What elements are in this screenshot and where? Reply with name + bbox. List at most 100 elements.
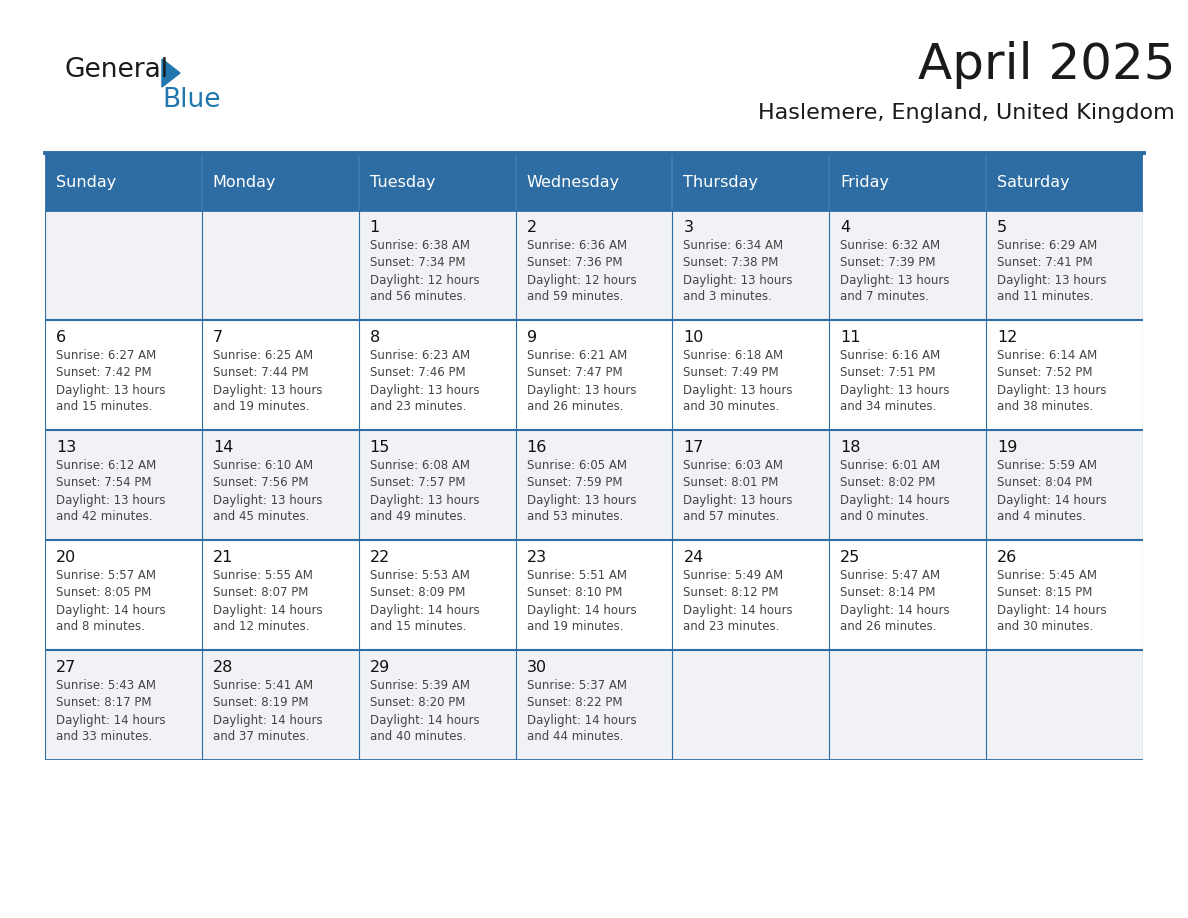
Text: Daylight: 13 hours
and 30 minutes.: Daylight: 13 hours and 30 minutes. xyxy=(683,384,792,413)
Text: Sunrise: 6:18 AM: Sunrise: 6:18 AM xyxy=(683,349,784,362)
Text: Sunset: 7:36 PM: Sunset: 7:36 PM xyxy=(526,256,623,269)
Text: Daylight: 14 hours
and 44 minutes.: Daylight: 14 hours and 44 minutes. xyxy=(526,714,637,743)
Text: Sunrise: 6:05 AM: Sunrise: 6:05 AM xyxy=(526,459,626,472)
Text: 5: 5 xyxy=(997,220,1007,235)
Text: Saturday: Saturday xyxy=(997,175,1069,190)
Text: 20: 20 xyxy=(56,550,76,565)
Text: 6: 6 xyxy=(56,330,67,345)
Text: Sunset: 8:15 PM: Sunset: 8:15 PM xyxy=(997,587,1093,599)
Text: Daylight: 13 hours
and 45 minutes.: Daylight: 13 hours and 45 minutes. xyxy=(213,494,322,522)
Text: Sunset: 8:20 PM: Sunset: 8:20 PM xyxy=(369,696,465,710)
Text: 2: 2 xyxy=(526,220,537,235)
Text: 10: 10 xyxy=(683,330,703,345)
Text: Sunset: 8:17 PM: Sunset: 8:17 PM xyxy=(56,696,152,710)
Text: Sunset: 8:05 PM: Sunset: 8:05 PM xyxy=(56,587,151,599)
Text: 18: 18 xyxy=(840,440,861,455)
Text: 21: 21 xyxy=(213,550,233,565)
Text: Daylight: 12 hours
and 56 minutes.: Daylight: 12 hours and 56 minutes. xyxy=(369,274,479,303)
Text: Sunrise: 6:21 AM: Sunrise: 6:21 AM xyxy=(526,349,627,362)
Text: 26: 26 xyxy=(997,550,1017,565)
Text: Daylight: 14 hours
and 26 minutes.: Daylight: 14 hours and 26 minutes. xyxy=(840,604,950,633)
Text: 11: 11 xyxy=(840,330,861,345)
Text: Daylight: 13 hours
and 15 minutes.: Daylight: 13 hours and 15 minutes. xyxy=(56,384,165,413)
Text: April 2025: April 2025 xyxy=(917,41,1175,89)
Text: Sunday: Sunday xyxy=(56,175,116,190)
Text: Sunset: 8:19 PM: Sunset: 8:19 PM xyxy=(213,696,309,710)
Text: Sunset: 7:57 PM: Sunset: 7:57 PM xyxy=(369,476,466,489)
Text: 14: 14 xyxy=(213,440,233,455)
Text: 30: 30 xyxy=(526,660,546,675)
Text: Daylight: 13 hours
and 19 minutes.: Daylight: 13 hours and 19 minutes. xyxy=(213,384,322,413)
Text: Sunset: 8:02 PM: Sunset: 8:02 PM xyxy=(840,476,936,489)
Text: Sunset: 8:07 PM: Sunset: 8:07 PM xyxy=(213,587,308,599)
Text: Sunrise: 5:45 AM: Sunrise: 5:45 AM xyxy=(997,568,1098,582)
Text: Sunrise: 5:57 AM: Sunrise: 5:57 AM xyxy=(56,568,156,582)
Text: Sunset: 8:04 PM: Sunset: 8:04 PM xyxy=(997,476,1093,489)
Text: Sunrise: 6:29 AM: Sunrise: 6:29 AM xyxy=(997,239,1098,252)
Text: Sunrise: 6:14 AM: Sunrise: 6:14 AM xyxy=(997,349,1098,362)
Bar xyxy=(45,650,1143,760)
Text: 19: 19 xyxy=(997,440,1017,455)
Text: Sunrise: 5:43 AM: Sunrise: 5:43 AM xyxy=(56,678,156,691)
Text: Tuesday: Tuesday xyxy=(369,175,435,190)
Text: Sunrise: 6:16 AM: Sunrise: 6:16 AM xyxy=(840,349,941,362)
Text: 3: 3 xyxy=(683,220,694,235)
Bar xyxy=(45,210,1143,320)
Text: Sunset: 7:56 PM: Sunset: 7:56 PM xyxy=(213,476,309,489)
Text: Daylight: 14 hours
and 0 minutes.: Daylight: 14 hours and 0 minutes. xyxy=(840,494,950,522)
Text: Daylight: 13 hours
and 49 minutes.: Daylight: 13 hours and 49 minutes. xyxy=(369,494,479,522)
Text: Daylight: 14 hours
and 33 minutes.: Daylight: 14 hours and 33 minutes. xyxy=(56,714,165,743)
Text: Sunrise: 6:27 AM: Sunrise: 6:27 AM xyxy=(56,349,157,362)
Text: 23: 23 xyxy=(526,550,546,565)
Text: Sunrise: 6:36 AM: Sunrise: 6:36 AM xyxy=(526,239,627,252)
Text: Daylight: 12 hours
and 59 minutes.: Daylight: 12 hours and 59 minutes. xyxy=(526,274,637,303)
Text: Sunset: 8:09 PM: Sunset: 8:09 PM xyxy=(369,587,465,599)
Text: Sunset: 7:54 PM: Sunset: 7:54 PM xyxy=(56,476,152,489)
Text: Sunset: 8:10 PM: Sunset: 8:10 PM xyxy=(526,587,623,599)
Text: Daylight: 13 hours
and 23 minutes.: Daylight: 13 hours and 23 minutes. xyxy=(369,384,479,413)
Text: Daylight: 14 hours
and 40 minutes.: Daylight: 14 hours and 40 minutes. xyxy=(369,714,479,743)
Text: 1: 1 xyxy=(369,220,380,235)
Text: Sunrise: 6:25 AM: Sunrise: 6:25 AM xyxy=(213,349,312,362)
Text: Daylight: 13 hours
and 3 minutes.: Daylight: 13 hours and 3 minutes. xyxy=(683,274,792,303)
Text: Sunrise: 5:41 AM: Sunrise: 5:41 AM xyxy=(213,678,312,691)
Text: Sunrise: 6:32 AM: Sunrise: 6:32 AM xyxy=(840,239,941,252)
Text: Daylight: 13 hours
and 53 minutes.: Daylight: 13 hours and 53 minutes. xyxy=(526,494,636,522)
Text: Daylight: 14 hours
and 30 minutes.: Daylight: 14 hours and 30 minutes. xyxy=(997,604,1107,633)
Text: Daylight: 14 hours
and 4 minutes.: Daylight: 14 hours and 4 minutes. xyxy=(997,494,1107,522)
Text: Daylight: 14 hours
and 19 minutes.: Daylight: 14 hours and 19 minutes. xyxy=(526,604,637,633)
Text: General: General xyxy=(65,57,169,83)
Text: 9: 9 xyxy=(526,330,537,345)
Text: 4: 4 xyxy=(840,220,851,235)
Text: Sunrise: 6:34 AM: Sunrise: 6:34 AM xyxy=(683,239,784,252)
Text: 15: 15 xyxy=(369,440,390,455)
Text: Daylight: 14 hours
and 8 minutes.: Daylight: 14 hours and 8 minutes. xyxy=(56,604,165,633)
Text: Sunset: 7:42 PM: Sunset: 7:42 PM xyxy=(56,366,152,379)
Text: Daylight: 14 hours
and 37 minutes.: Daylight: 14 hours and 37 minutes. xyxy=(213,714,322,743)
Text: Sunrise: 6:12 AM: Sunrise: 6:12 AM xyxy=(56,459,157,472)
Text: Sunset: 7:38 PM: Sunset: 7:38 PM xyxy=(683,256,779,269)
Bar xyxy=(45,430,1143,540)
Text: Sunset: 8:14 PM: Sunset: 8:14 PM xyxy=(840,587,936,599)
Text: Sunrise: 6:08 AM: Sunrise: 6:08 AM xyxy=(369,459,469,472)
Text: 12: 12 xyxy=(997,330,1017,345)
Text: 29: 29 xyxy=(369,660,390,675)
Text: Daylight: 13 hours
and 7 minutes.: Daylight: 13 hours and 7 minutes. xyxy=(840,274,949,303)
Text: Daylight: 13 hours
and 57 minutes.: Daylight: 13 hours and 57 minutes. xyxy=(683,494,792,522)
Text: Sunset: 8:22 PM: Sunset: 8:22 PM xyxy=(526,696,623,710)
Text: Daylight: 13 hours
and 42 minutes.: Daylight: 13 hours and 42 minutes. xyxy=(56,494,165,522)
Text: Sunset: 7:49 PM: Sunset: 7:49 PM xyxy=(683,366,779,379)
Text: Daylight: 13 hours
and 34 minutes.: Daylight: 13 hours and 34 minutes. xyxy=(840,384,949,413)
Text: Daylight: 14 hours
and 23 minutes.: Daylight: 14 hours and 23 minutes. xyxy=(683,604,794,633)
Text: Daylight: 13 hours
and 38 minutes.: Daylight: 13 hours and 38 minutes. xyxy=(997,384,1107,413)
Text: Sunrise: 5:59 AM: Sunrise: 5:59 AM xyxy=(997,459,1098,472)
Bar xyxy=(45,540,1143,650)
Text: Sunrise: 6:01 AM: Sunrise: 6:01 AM xyxy=(840,459,941,472)
Text: Sunrise: 5:49 AM: Sunrise: 5:49 AM xyxy=(683,568,784,582)
Text: Daylight: 13 hours
and 26 minutes.: Daylight: 13 hours and 26 minutes. xyxy=(526,384,636,413)
Text: Daylight: 13 hours
and 11 minutes.: Daylight: 13 hours and 11 minutes. xyxy=(997,274,1107,303)
Text: Sunset: 7:59 PM: Sunset: 7:59 PM xyxy=(526,476,623,489)
Text: Sunrise: 6:03 AM: Sunrise: 6:03 AM xyxy=(683,459,783,472)
Text: 8: 8 xyxy=(369,330,380,345)
Text: Sunrise: 5:39 AM: Sunrise: 5:39 AM xyxy=(369,678,469,691)
